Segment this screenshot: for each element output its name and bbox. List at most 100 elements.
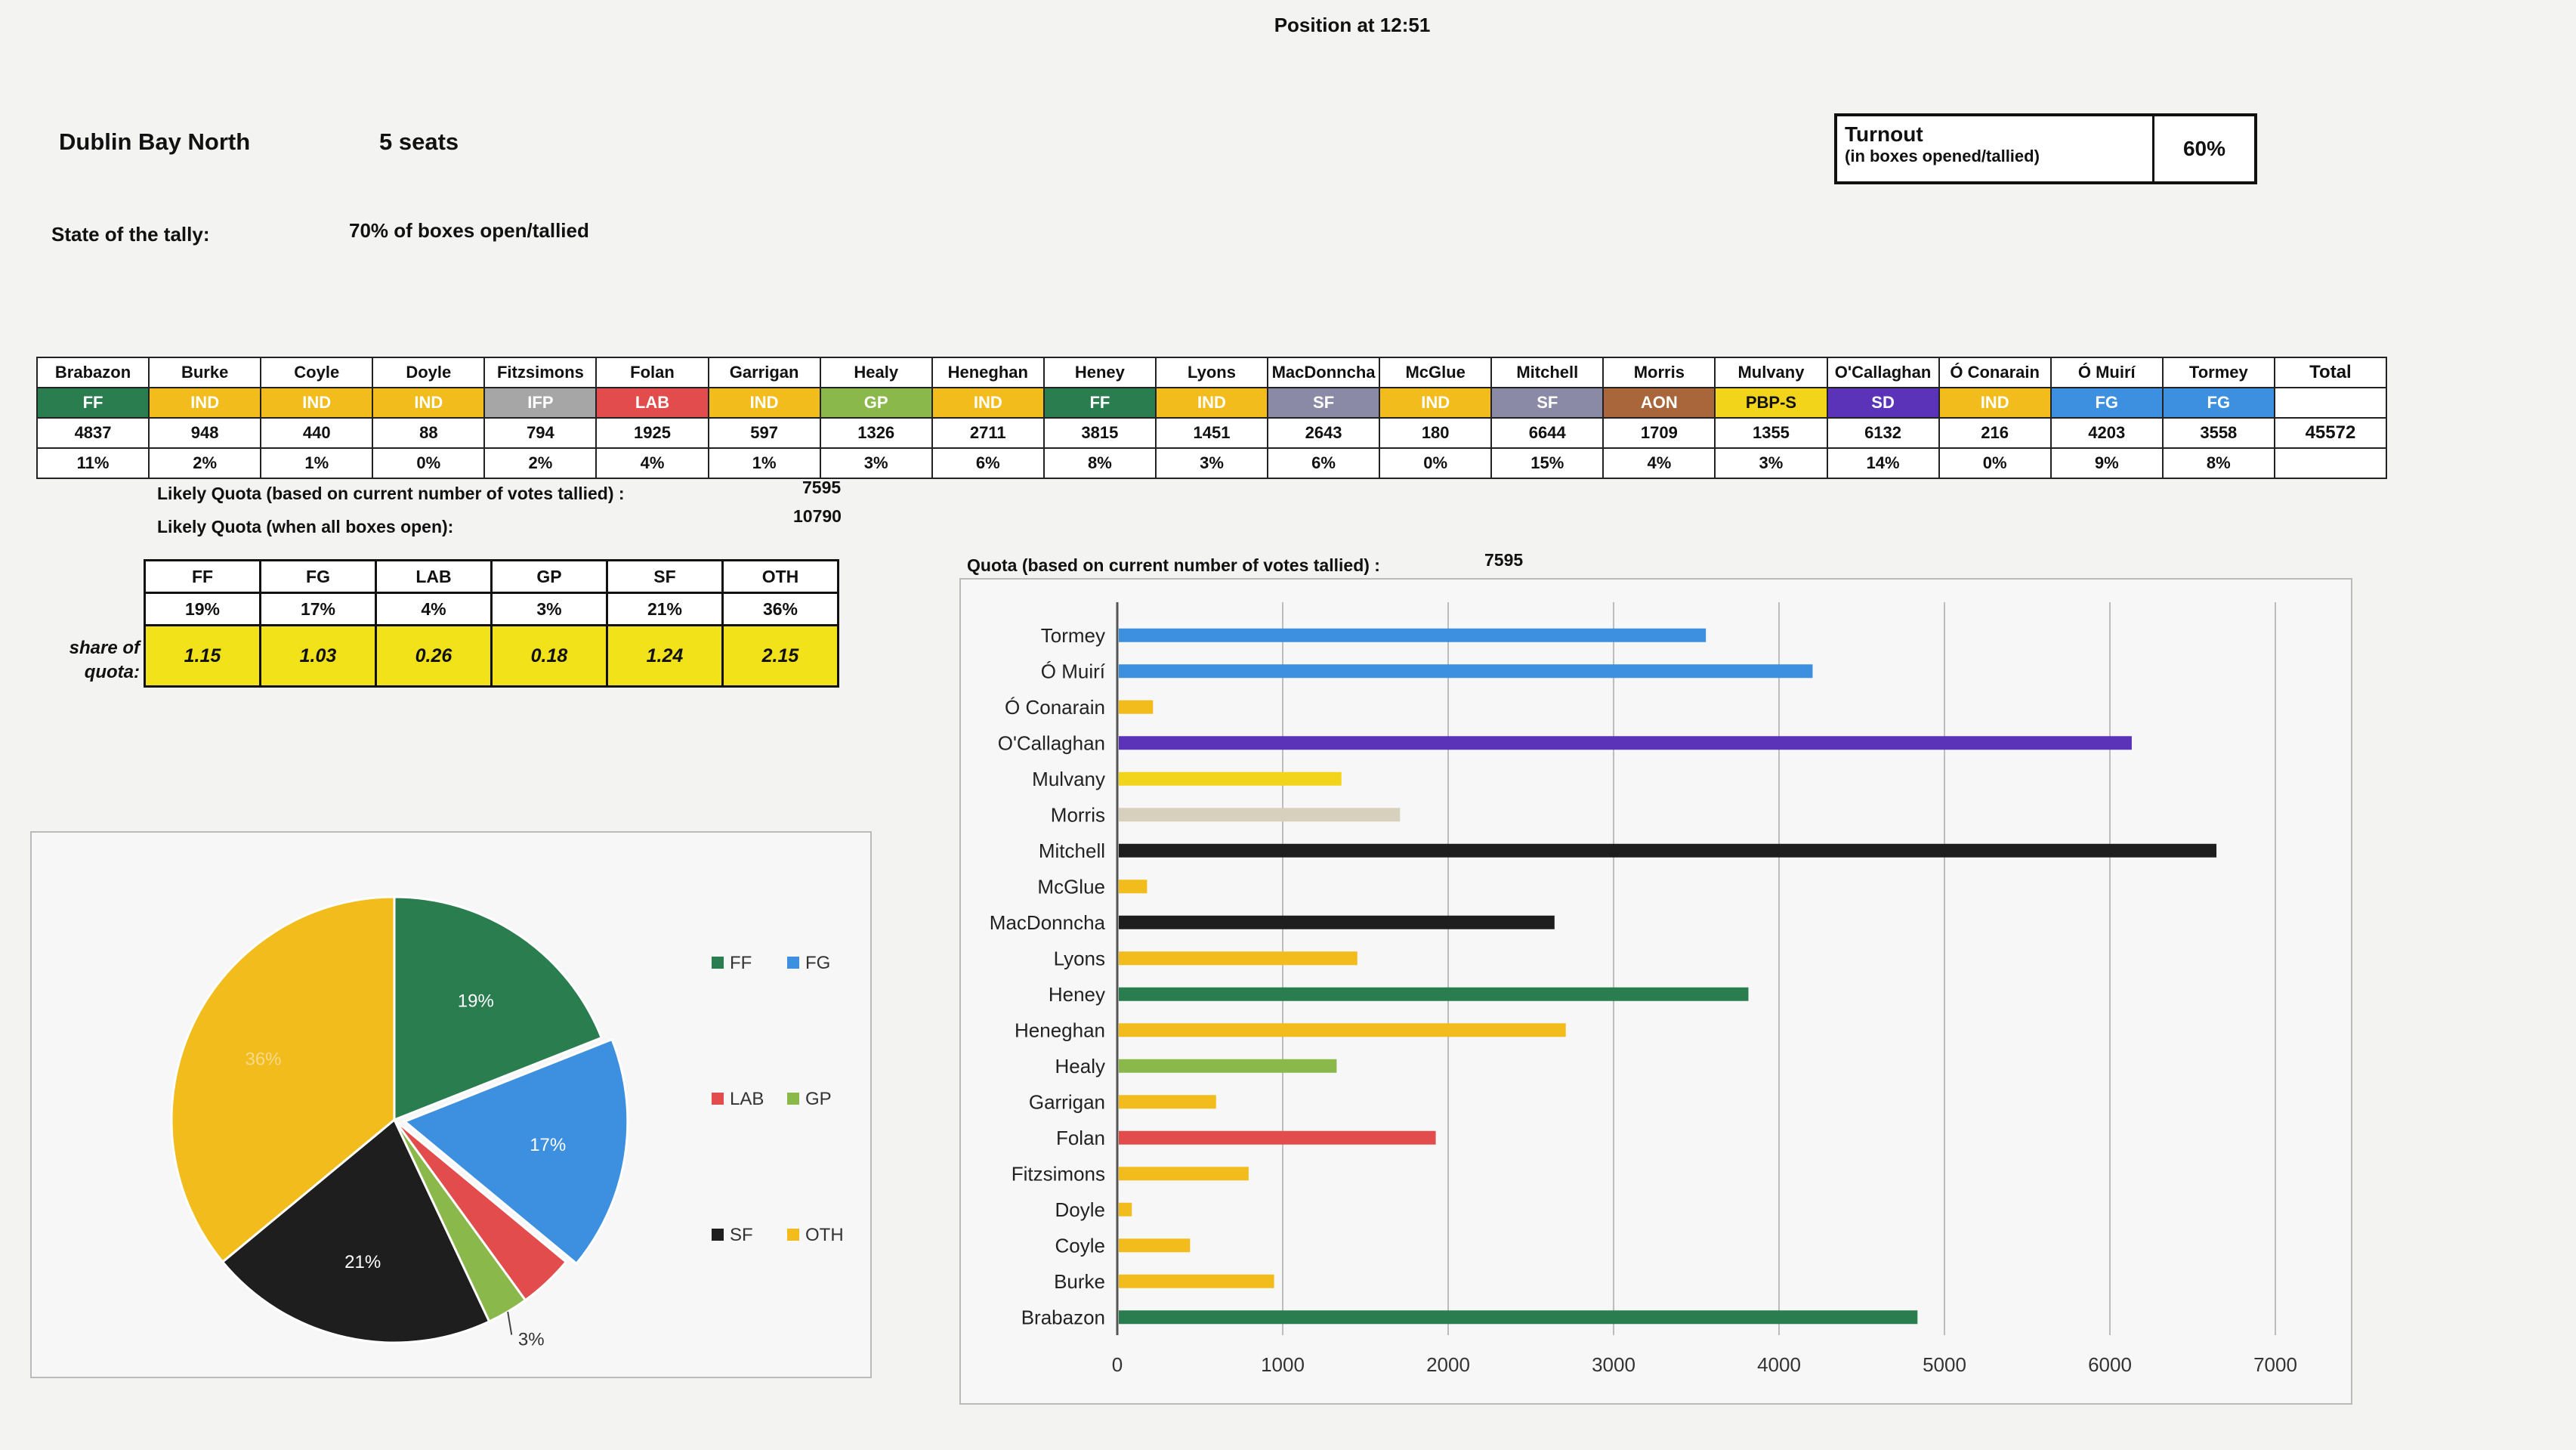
candidate-pct-cell: 3% xyxy=(1154,447,1269,479)
bar-1 xyxy=(1119,664,1813,679)
bar-18 xyxy=(1119,1274,1274,1288)
share-pct-cell: 17% xyxy=(259,592,377,626)
candidate-votes-cell: 4203 xyxy=(2049,417,2164,449)
candidate-votes-cell: 2643 xyxy=(1267,417,1381,449)
candidate-pct-cell: 6% xyxy=(931,447,1045,479)
bar-19 xyxy=(1119,1310,1918,1325)
quota-current-value: 7595 xyxy=(802,478,842,497)
x-tick-label: 7000 xyxy=(2253,1353,2297,1376)
x-tick-label: 1000 xyxy=(1261,1353,1305,1376)
candidate-name-cell: Coyle xyxy=(260,357,374,388)
legend-label: LAB xyxy=(730,1089,764,1109)
candidate-pct-cell: 0% xyxy=(1938,447,2052,479)
bar-9 xyxy=(1119,951,1357,966)
legend-swatch xyxy=(787,1229,799,1241)
candidate-votes-cell: 1709 xyxy=(1602,417,1716,449)
party-badge: SD xyxy=(1826,387,1940,419)
candidate-votes-cell: 2711 xyxy=(931,417,1045,449)
bar-10 xyxy=(1119,987,1749,1001)
total-party-cell xyxy=(2273,387,2388,419)
share-of-quota-label: share of quota: xyxy=(69,638,140,682)
turnout-box: Turnout (in boxes opened/tallied) 60% xyxy=(1834,113,2257,184)
constituency-name: Dublin Bay North xyxy=(59,128,251,155)
party-badge: IND xyxy=(931,387,1045,419)
candidate-pct-cell: 3% xyxy=(1714,447,1828,479)
x-tick-label: 2000 xyxy=(1426,1353,1470,1376)
candidate-name-cell: Burke xyxy=(148,357,262,388)
pie-slice-oth xyxy=(170,895,396,1264)
share-pct-cell: 21% xyxy=(606,592,724,626)
y-category-label: Coyle xyxy=(1055,1234,1105,1257)
pie-chart: 19% 17% 3% 21% 36% FF FG LAB GP SF OTH xyxy=(170,895,844,1350)
candidate-name-cell: McGlue xyxy=(1379,357,1493,388)
candidate-name-cell: Ó Conarain xyxy=(1938,357,2052,388)
candidate-votes-cell: 1451 xyxy=(1154,417,1269,449)
candidate-pct-cell: 8% xyxy=(1042,447,1157,479)
y-category-label: Brabazon xyxy=(1021,1306,1105,1328)
candidate-pct-cell: 1% xyxy=(707,447,821,479)
pie-slice-fg xyxy=(402,1037,629,1266)
legend-label: SF xyxy=(730,1225,753,1245)
seats-count: 5 seats xyxy=(379,128,459,155)
party-badge: FG xyxy=(2049,387,2164,419)
bar-7 xyxy=(1119,880,1147,894)
candidate-votes-cell: 948 xyxy=(148,417,262,449)
share-pct-cell: 4% xyxy=(375,592,493,626)
bar-15 xyxy=(1119,1167,1249,1181)
candidate-pct-cell: 2% xyxy=(483,447,598,479)
legend-swatch xyxy=(712,1093,724,1105)
candidate-name-cell: Fitzsimons xyxy=(483,357,598,388)
party-badge: SF xyxy=(1490,387,1605,419)
bar-4 xyxy=(1119,771,1342,786)
bar-6 xyxy=(1119,843,2217,858)
candidate-votes-cell: 216 xyxy=(1938,417,2052,449)
share-quota-cell: 2.15 xyxy=(721,624,839,688)
candidate-votes-cell: 3815 xyxy=(1042,417,1157,449)
candidate-name-cell: Folan xyxy=(595,357,709,388)
pie-slice-label: 17% xyxy=(530,1135,566,1155)
share-quota-cell: 0.18 xyxy=(490,624,608,688)
party-share-table: FF FG LAB GP SF OTH 19% 17% 4% 3% 21% 36% 1.15 1.03… xyxy=(144,559,839,688)
bar-5 xyxy=(1119,808,1401,822)
x-tick-label: 4000 xyxy=(1757,1353,1801,1376)
share-party-row: FF FG LAB GP SF OTH xyxy=(144,559,839,594)
bar-12 xyxy=(1119,1059,1337,1073)
candidate-votes-cell: 597 xyxy=(707,417,821,449)
candidate-pct-cell: 4% xyxy=(595,447,709,479)
pie-slice-ff xyxy=(393,895,604,1122)
tally-state-value: 70% of boxes open/tallied xyxy=(349,219,589,242)
party-badge: FF xyxy=(1042,387,1157,419)
turnout-label-cell: Turnout (in boxes opened/tallied) xyxy=(1837,116,2154,181)
share-party-cell: OTH xyxy=(721,559,839,594)
candidate-pct-cell: 0% xyxy=(372,447,486,479)
total-votes-cell: 45572 xyxy=(2273,417,2388,449)
y-category-label: McGlue xyxy=(1037,875,1105,898)
pie-slice-label: 36% xyxy=(245,1049,281,1069)
party-badge: IND xyxy=(707,387,821,419)
y-category-label: Lyons xyxy=(1054,947,1105,969)
candidate-pct-cell: 2% xyxy=(148,447,262,479)
party-badge: IND xyxy=(260,387,374,419)
y-category-label: Morris xyxy=(1051,803,1105,826)
bar-2 xyxy=(1119,700,1154,714)
bar-chart-panel: 0 1000 2000 3000 4000 5000 6000 7000 Tormey Ó Mui… xyxy=(959,578,2352,1405)
y-category-label: Heney xyxy=(1049,983,1105,1006)
y-category-label: Ó Conarain xyxy=(1005,696,1105,719)
party-badge: IND xyxy=(148,387,262,419)
share-pct-row: 19% 17% 4% 3% 21% 36% xyxy=(144,592,839,626)
quota-current-label: Likely Quota (based on current number of… xyxy=(157,484,625,503)
share-pct-cell: 19% xyxy=(144,592,261,626)
candidate-name-cell: Lyons xyxy=(1154,357,1269,388)
candidate-pct-cell: 3% xyxy=(819,447,933,479)
y-category-label: MacDonncha xyxy=(990,911,1106,934)
legend-label: GP xyxy=(805,1089,832,1109)
party-badge: IND xyxy=(372,387,486,419)
party-badge: IND xyxy=(1379,387,1493,419)
bar-chart-quota: 7595 xyxy=(1484,550,1524,570)
party-badge: FG xyxy=(2161,387,2275,419)
bar-0 xyxy=(1119,628,1707,642)
legend-swatch xyxy=(787,957,799,969)
bar-16 xyxy=(1119,1202,1132,1217)
candidate-votes-cell: 794 xyxy=(483,417,598,449)
share-quota-cell: 1.15 xyxy=(144,624,261,688)
